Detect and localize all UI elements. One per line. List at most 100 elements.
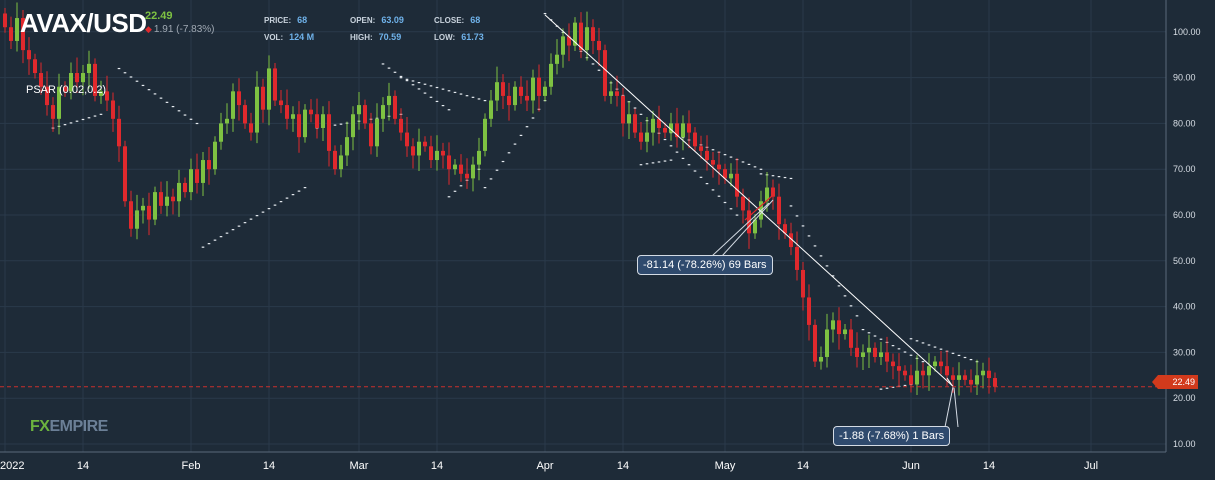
psar-dot — [429, 96, 433, 98]
candle — [483, 113, 487, 157]
candle — [537, 64, 541, 112]
candle — [879, 341, 883, 365]
candle-body — [615, 91, 619, 96]
candle — [681, 115, 685, 151]
candle-body — [201, 160, 205, 183]
callout-pointer-long-2 — [721, 199, 774, 257]
candle — [651, 110, 655, 146]
candle — [993, 372, 997, 393]
candle-body — [717, 164, 721, 170]
candle — [687, 110, 691, 149]
candle-body — [9, 27, 13, 41]
candle — [807, 284, 811, 341]
candle-body — [63, 86, 67, 92]
x-tick-label: May — [715, 460, 736, 472]
candle-body — [645, 132, 649, 142]
candle — [969, 369, 973, 393]
stat-vol: VOL: 124 M — [264, 32, 315, 42]
psar-dot — [147, 89, 151, 91]
candle — [603, 44, 607, 102]
candle-body — [567, 36, 571, 46]
candle-body — [111, 100, 115, 119]
psar-dot — [699, 176, 703, 178]
candle-body — [345, 137, 349, 156]
psar-dot — [459, 93, 463, 95]
psar-dot — [69, 122, 73, 124]
candle-body — [525, 95, 529, 101]
psar-dot — [801, 225, 805, 227]
candle — [663, 122, 667, 139]
candle — [87, 50, 91, 89]
candle-body — [483, 118, 487, 151]
candle-body — [579, 22, 583, 51]
x-tick-label: 14 — [983, 460, 995, 472]
annotation-drop-short[interactable]: -1.88 (-7.68%) 1 Bars — [833, 426, 951, 446]
axes: 2022 14 Feb 14 Mar 14 Apr 14 May 14 Jun 14 Jul 10.00 2… — [0, 0, 1201, 472]
candle — [939, 351, 943, 375]
candle-body — [3, 13, 7, 28]
psar-dot — [201, 246, 205, 248]
psar-dot — [177, 110, 181, 112]
psar-dot — [285, 197, 289, 199]
psar-dot — [165, 101, 169, 103]
psar-dot — [723, 154, 727, 156]
y-tick-label: 70.00 — [1173, 164, 1196, 174]
psar-dot — [213, 239, 217, 241]
psar-dot — [639, 164, 643, 166]
candle — [27, 37, 31, 75]
candle — [711, 152, 715, 178]
psar-dot — [879, 338, 883, 340]
candle-body — [369, 123, 373, 147]
psar-dot — [399, 75, 403, 78]
candle — [189, 158, 193, 201]
candle-body — [681, 123, 685, 138]
candle-body — [543, 86, 547, 96]
candle — [333, 145, 337, 175]
psar-dot — [231, 229, 235, 231]
candle-body — [993, 378, 997, 387]
candle-body — [387, 95, 391, 106]
psar-dot — [939, 348, 943, 350]
psar-dot — [543, 12, 547, 15]
y-tick-label: 10.00 — [1173, 439, 1196, 449]
candle — [387, 82, 391, 121]
y-tick-label: 60.00 — [1173, 210, 1196, 220]
candle-body — [447, 155, 451, 170]
candle — [135, 194, 139, 240]
candle-body — [489, 100, 493, 119]
trend-annotations — [544, 14, 959, 428]
candle-body — [909, 375, 913, 385]
candle-body — [639, 132, 643, 142]
candle — [345, 121, 349, 166]
candle-body — [855, 347, 859, 357]
psar-dot — [153, 93, 157, 95]
candle-body — [459, 164, 463, 174]
psar-dot — [525, 126, 529, 128]
candle-body — [159, 192, 163, 206]
candle — [393, 90, 397, 125]
candle — [825, 313, 829, 368]
candle — [297, 101, 301, 153]
candle-body — [801, 269, 805, 298]
candle-body — [939, 361, 943, 367]
candle-body — [945, 366, 949, 376]
candle-body — [45, 86, 49, 106]
candle — [315, 98, 319, 139]
psar-dot — [891, 345, 895, 347]
annotation-drop-long[interactable]: -81.14 (-78.26%) 69 Bars — [637, 255, 773, 275]
psar-dot — [789, 177, 793, 180]
candle — [363, 99, 367, 129]
candle — [669, 112, 673, 141]
psar-dot — [117, 67, 121, 70]
candle — [195, 153, 199, 194]
candle — [675, 107, 679, 148]
candle — [831, 312, 835, 343]
candle — [417, 128, 421, 172]
candle — [513, 81, 517, 111]
psar-dot — [483, 187, 487, 189]
candle — [507, 82, 511, 121]
psar-dot — [447, 109, 451, 111]
candle-body — [297, 114, 301, 138]
candle — [453, 159, 457, 175]
psar-dot — [303, 187, 307, 189]
